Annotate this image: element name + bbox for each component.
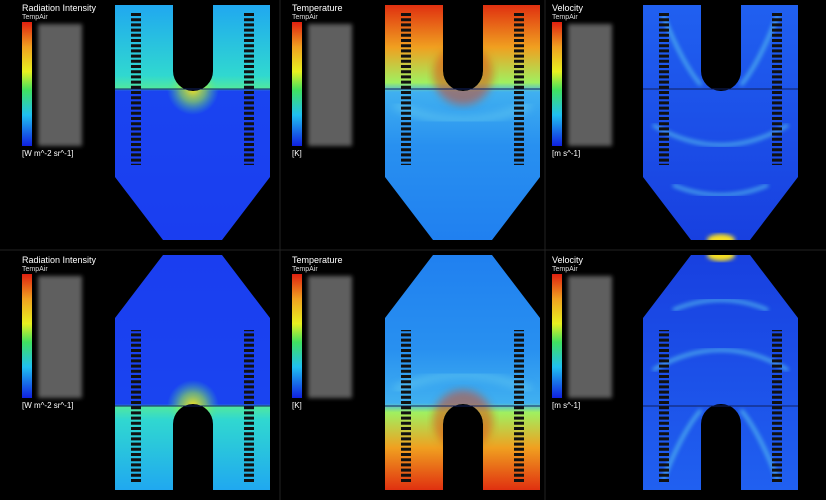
blurred-scale-labels: [568, 24, 612, 146]
panel-title: Radiation Intensity: [22, 255, 97, 265]
contour-plot: [385, 255, 540, 490]
blurred-scale-labels: [38, 276, 82, 398]
panel-title: Radiation Intensity: [22, 3, 97, 13]
panel-subtitle: TempAir: [292, 266, 318, 273]
hot-spot: [433, 45, 493, 105]
color-bar: [292, 274, 302, 398]
unit-label: [W m^-2 sr^-1]: [22, 149, 74, 158]
blurred-scale-labels: [308, 24, 352, 146]
flow-streak: [393, 101, 532, 124]
flow-streak: [672, 183, 769, 197]
panel-subtitle: TempAir: [292, 14, 318, 21]
panel-title: Velocity: [552, 3, 584, 13]
color-bar: [22, 22, 32, 146]
panel-subtitle: TempAir: [552, 14, 578, 21]
panel-subtitle: TempAir: [22, 266, 48, 273]
flow-streak: [393, 371, 532, 394]
blurred-scale-labels: [568, 276, 612, 398]
color-bar: [552, 22, 562, 146]
contour-plot: [643, 255, 798, 490]
contour-plot: [643, 5, 798, 240]
blurred-scale-labels: [308, 276, 352, 398]
contour-plot: [385, 5, 540, 240]
flow-streak: [672, 298, 769, 312]
unit-label: [m s^-1]: [552, 149, 580, 158]
contour-plot: [115, 5, 270, 240]
hot-spot: [433, 390, 493, 450]
unit-label: [K]: [292, 401, 302, 410]
panel-subtitle: TempAir: [22, 14, 48, 21]
panel-subtitle: TempAir: [552, 266, 578, 273]
hot-spot: [707, 234, 735, 240]
color-bar: [552, 274, 562, 398]
panel-title: Temperature: [292, 3, 343, 13]
color-bar: [22, 274, 32, 398]
color-bar: [292, 22, 302, 146]
unit-label: [m s^-1]: [552, 401, 580, 410]
contour-plot: [115, 255, 270, 490]
hot-spot: [707, 255, 735, 261]
unit-label: [K]: [292, 149, 302, 158]
panel-title: Temperature: [292, 255, 343, 265]
unit-label: [W m^-2 sr^-1]: [22, 401, 74, 410]
panel-title: Velocity: [552, 255, 584, 265]
blurred-scale-labels: [38, 24, 82, 146]
